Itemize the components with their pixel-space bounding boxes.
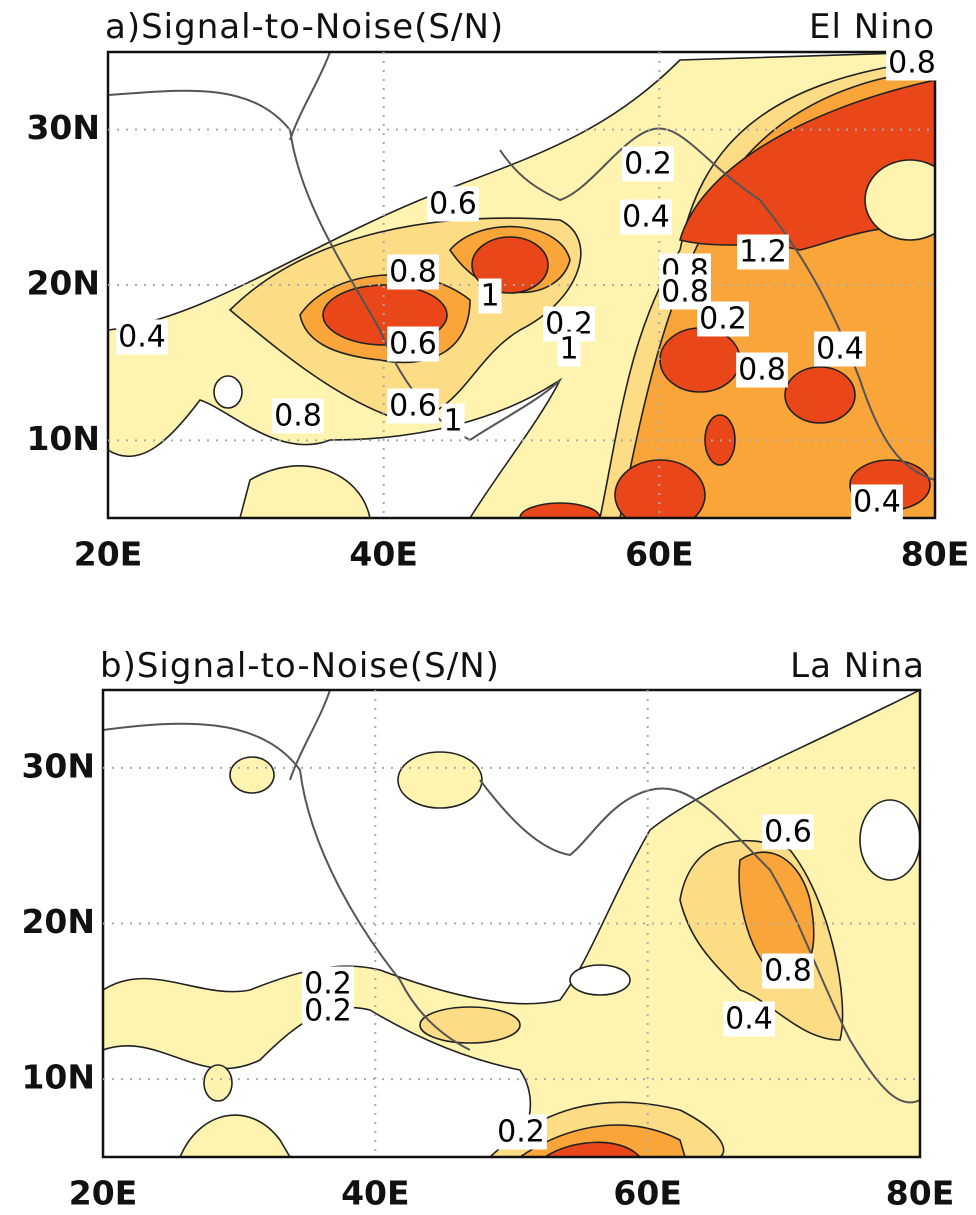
- contour-label-text: 0.2: [304, 994, 352, 1029]
- contour-label-text: 0.6: [389, 327, 437, 362]
- contour-label-text: 0.6: [429, 187, 477, 222]
- x-tick-label: 80E: [886, 1174, 954, 1213]
- contour-label-text: 0.4: [118, 320, 166, 355]
- contour-label-text: 0.8: [764, 954, 812, 989]
- contour-label-bg: [622, 146, 674, 182]
- contour-label: 0.6: [387, 326, 439, 362]
- contour-label-text: 0.4: [816, 332, 864, 367]
- contour-label: 0.4: [116, 319, 168, 355]
- contour-label: 0.2: [495, 1114, 547, 1150]
- x-tick-label: 20E: [69, 1174, 137, 1213]
- contour-label-bg: [427, 186, 479, 222]
- contour-label-text: 0.2: [624, 147, 672, 182]
- contour-label-bg: [495, 1114, 547, 1150]
- contour-label: 0.8: [387, 254, 439, 290]
- panel-title: b)Signal-to-Noise(S/N): [100, 646, 500, 686]
- contour-label-bg: [387, 326, 439, 362]
- contour-label-text: 0.6: [389, 389, 437, 424]
- y-tick-label: 10N: [21, 1058, 95, 1097]
- contour-label-text: 0.6: [764, 815, 812, 850]
- contour-label-text: 1: [443, 404, 462, 439]
- contour-label: 0.2: [697, 301, 749, 337]
- contour-label: 0.8: [762, 953, 814, 989]
- contour-label: 0.4: [814, 331, 866, 367]
- contour-label: 0.6: [387, 388, 439, 424]
- contour-label-bg: [302, 993, 354, 1029]
- contour-label-bg: [736, 352, 788, 388]
- contour-label-bg: [886, 45, 938, 81]
- contour-label: 0.8: [886, 45, 938, 81]
- contour-label-text: 0.8: [389, 255, 437, 290]
- panel-subtitle: La Nina: [790, 646, 925, 686]
- contour-label: 1.2: [737, 234, 789, 270]
- contour-label-bg: [387, 254, 439, 290]
- contour-label: 0.4: [851, 484, 903, 520]
- contour-label-bg: [557, 331, 581, 367]
- contour-label: 1: [478, 278, 502, 314]
- x-tick-label: 20E: [74, 535, 142, 574]
- contour-fills: [103, 690, 920, 1157]
- contour-label-bg: [737, 234, 789, 270]
- y-tick-label: 20N: [21, 902, 95, 941]
- contour-label-text: 0.4: [853, 485, 901, 520]
- contour-label: 0.2: [622, 146, 674, 182]
- contour-label: 0.8: [272, 398, 324, 434]
- contour-label: 1: [557, 331, 581, 367]
- x-tick-label: 60E: [613, 1174, 681, 1213]
- contour-label-bg: [620, 199, 672, 235]
- contour-label-bg: [814, 331, 866, 367]
- contour-label-bg: [723, 1001, 775, 1037]
- y-tick-label: 30N: [26, 108, 100, 147]
- contour-label-text: 1.2: [739, 235, 787, 270]
- panel-subtitle: El Nino: [809, 7, 935, 47]
- contour-label-text: 0.4: [622, 200, 670, 235]
- y-tick-label: 10N: [26, 419, 100, 458]
- contour-label-text: 0.2: [699, 302, 747, 337]
- contour-label: 0.6: [762, 814, 814, 850]
- x-tick-label: 40E: [349, 535, 417, 574]
- x-tick-label: 60E: [625, 535, 693, 574]
- contour-label-text: 0.8: [738, 353, 786, 388]
- contour-fills: [108, 52, 935, 518]
- contour-label-bg: [697, 301, 749, 337]
- contour-label-bg: [762, 953, 814, 989]
- contour-label-text: 0.8: [274, 399, 322, 434]
- y-tick-label: 20N: [26, 264, 100, 303]
- y-tick-label: 30N: [21, 746, 95, 785]
- contour-label-text: 0.8: [888, 46, 936, 81]
- contour-label-bg: [441, 403, 465, 439]
- panel-title: a)Signal-to-Noise(S/N): [105, 7, 504, 47]
- contour-label-bg: [387, 388, 439, 424]
- contour-label-text: 0.4: [725, 1002, 773, 1037]
- x-tick-label: 40E: [341, 1174, 409, 1213]
- contour-label-text: 0.2: [497, 1115, 545, 1150]
- contour-label-bg: [116, 319, 168, 355]
- contour-label-bg: [762, 814, 814, 850]
- contour-label: 0.4: [723, 1001, 775, 1037]
- contour-label-text: 1: [480, 279, 499, 314]
- contour-label-bg: [478, 278, 502, 314]
- contour-label-bg: [851, 484, 903, 520]
- contour-label-bg: [272, 398, 324, 434]
- x-tick-label: 80E: [901, 535, 969, 574]
- contour-label: 0.4: [620, 199, 672, 235]
- contour-label: 1: [441, 403, 465, 439]
- contour-label-text: 1: [559, 332, 578, 367]
- contour-label: 0.6: [427, 186, 479, 222]
- contour-label: 0.2: [302, 993, 354, 1029]
- contour-label: 0.8: [736, 352, 788, 388]
